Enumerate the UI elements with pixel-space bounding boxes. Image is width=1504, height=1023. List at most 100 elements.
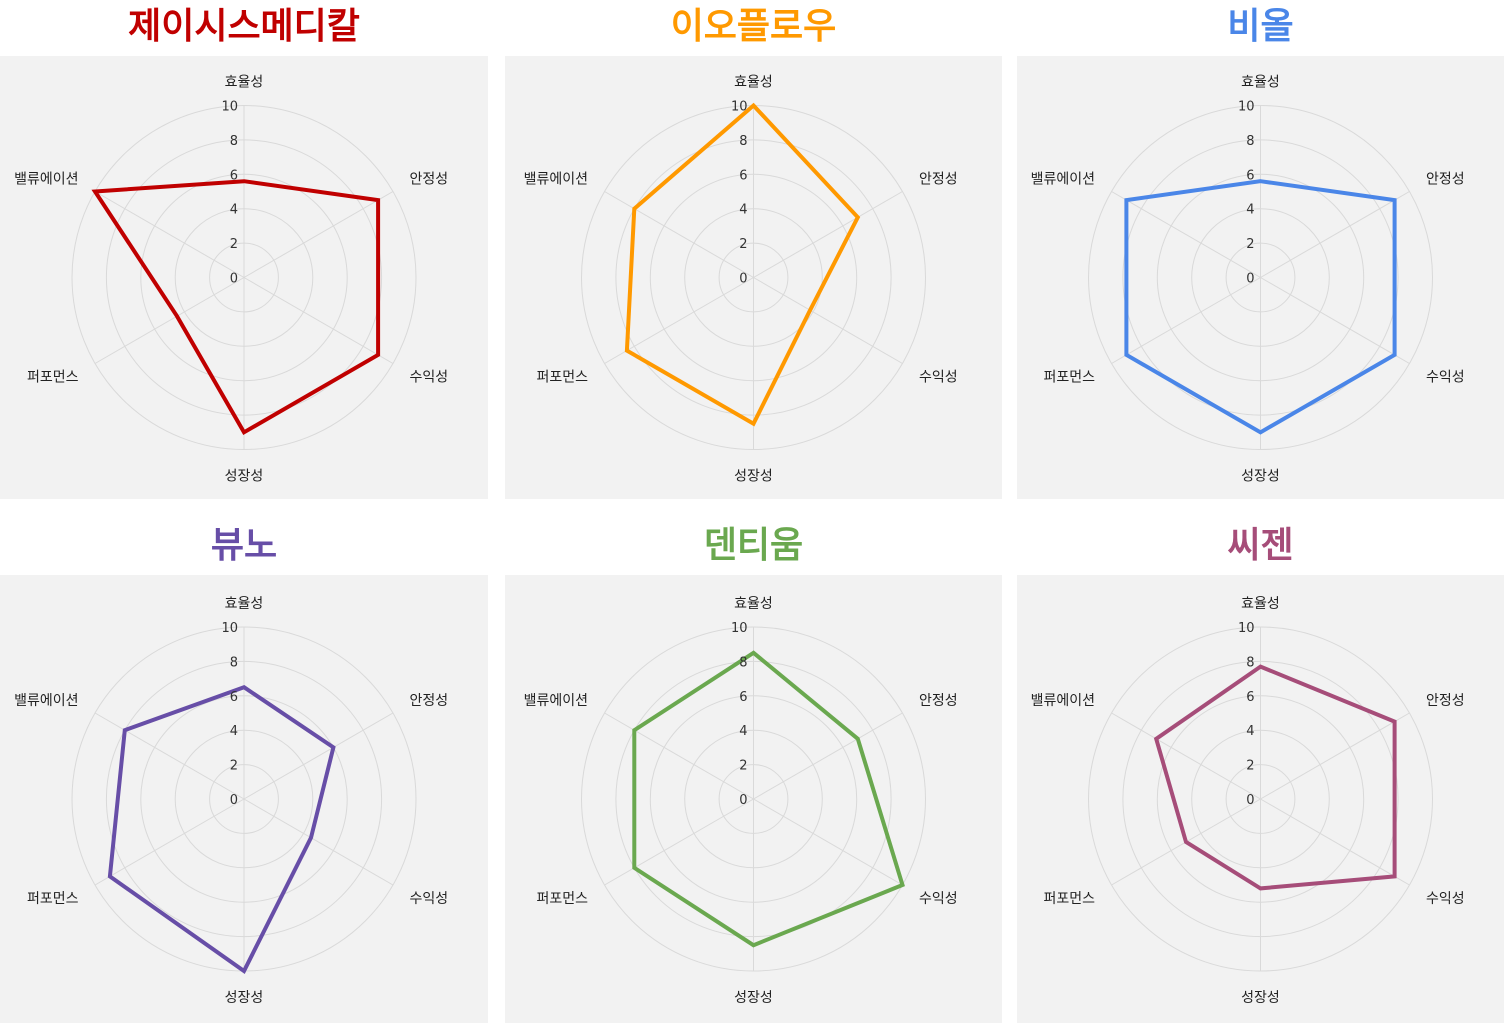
tick-label: 6 bbox=[739, 168, 747, 183]
chart-panel: 0 2 4 6 8 10 효율성 안정성 수익성 성장성 퍼포먼스 밸류에이션 bbox=[505, 56, 1002, 499]
tick-label: 10 bbox=[1238, 621, 1255, 636]
tick-label: 4 bbox=[1246, 724, 1254, 739]
chart-panel: 0 2 4 6 8 10 효율성 안정성 수익성 성장성 퍼포먼스 밸류에이션 bbox=[1017, 575, 1504, 1023]
axis-label: 효율성 bbox=[1241, 596, 1280, 612]
axis-spoke bbox=[604, 798, 754, 886]
axis-label: 수익성 bbox=[409, 891, 448, 907]
tick-label: 10 bbox=[1238, 100, 1255, 115]
tick-label: 8 bbox=[230, 655, 238, 670]
axis-label: 안정성 bbox=[1426, 172, 1465, 188]
axis-spoke bbox=[94, 277, 245, 364]
tick-label: 8 bbox=[230, 134, 238, 149]
axis-spoke bbox=[753, 191, 903, 278]
axis-label: 퍼포먼스 bbox=[536, 370, 588, 386]
tick-label: 6 bbox=[1246, 690, 1254, 705]
axis-label: 안정성 bbox=[409, 693, 448, 709]
axis-spoke bbox=[1260, 191, 1410, 278]
chart-title: 비올 bbox=[1227, 6, 1294, 47]
tick-label: 10 bbox=[731, 100, 748, 115]
axis-spoke bbox=[1260, 277, 1410, 364]
tick-label: 6 bbox=[1246, 168, 1254, 183]
chart-cell-5: 덴티움 0 2 4 6 8 10 효율성 안정성 수익성 성장성 퍼포먼스 밸류에이션 bbox=[505, 519, 1002, 1023]
chart-title: 뷰노 bbox=[210, 525, 278, 566]
tick-label: 8 bbox=[739, 134, 747, 149]
axis-spoke bbox=[1260, 798, 1410, 886]
axis-spoke bbox=[753, 277, 903, 364]
axis-label: 밸류에이션 bbox=[1031, 172, 1095, 188]
axis-label: 효율성 bbox=[225, 75, 264, 91]
chart-cell-2: 이오플로우 0 2 4 6 8 10 효율성 안정성 수익성 성장성 퍼포먼스 밸류에이션 bbox=[505, 0, 1002, 499]
tick-label: 6 bbox=[230, 690, 238, 705]
axis-label: 성장성 bbox=[1241, 469, 1280, 485]
tick-label: 6 bbox=[230, 168, 238, 183]
tick-label: 2 bbox=[739, 759, 747, 774]
tick-label: 10 bbox=[221, 621, 238, 636]
tick-label: 8 bbox=[1246, 655, 1254, 670]
tick-label: 8 bbox=[739, 655, 747, 670]
axis-spoke bbox=[1111, 712, 1261, 800]
axis-spoke bbox=[243, 712, 394, 800]
tick-label: 0 bbox=[230, 793, 238, 808]
axis-spoke bbox=[604, 191, 754, 278]
axis-label: 수익성 bbox=[409, 370, 448, 386]
tick-label: 4 bbox=[230, 203, 238, 218]
axis-label: 퍼포먼스 bbox=[27, 370, 79, 386]
chart-cell-4: 뷰노 0 2 4 6 8 10 효율성 안정성 수익성 성장성 퍼포먼스 밸류에이션 bbox=[0, 519, 488, 1023]
chart-cell-3: 비올 0 2 4 6 8 10 효율성 안정성 수익성 성장성 퍼포먼스 밸류에이션 bbox=[1017, 0, 1504, 499]
axis-label: 효율성 bbox=[734, 75, 773, 91]
series-polygon bbox=[1153, 664, 1397, 891]
tick-label: 10 bbox=[731, 621, 748, 636]
axis-label: 밸류에이션 bbox=[14, 172, 78, 188]
tick-label: 2 bbox=[230, 759, 238, 774]
tick-label: 0 bbox=[739, 272, 747, 287]
chart-cell-1: 제이시스메디칼 0 2 4 6 8 10 효율성 안정성 수익성 성장성 퍼포먼스 밸류에이션 bbox=[0, 0, 488, 499]
tick-label: 2 bbox=[739, 237, 747, 252]
chart-title: 덴티움 bbox=[703, 525, 804, 566]
axis-label: 성장성 bbox=[225, 469, 264, 485]
axis-spoke bbox=[94, 191, 245, 278]
tick-label: 4 bbox=[739, 203, 747, 218]
axis-spoke bbox=[243, 798, 394, 886]
chart-cell-6: 씨젠 0 2 4 6 8 10 효율성 안정성 수익성 성장성 퍼포먼스 밸류에이션 bbox=[1017, 519, 1504, 1023]
axis-spoke bbox=[94, 712, 245, 800]
tick-label: 2 bbox=[1246, 237, 1254, 252]
series-polygon bbox=[91, 179, 381, 436]
chart-title: 제이시스메디칼 bbox=[128, 6, 360, 47]
axis-label: 성장성 bbox=[734, 469, 773, 485]
axis-label: 수익성 bbox=[919, 891, 958, 907]
axis-label: 밸류에이션 bbox=[524, 172, 588, 188]
tick-label: 0 bbox=[230, 272, 238, 287]
axis-label: 밸류에이션 bbox=[524, 693, 588, 709]
axis-label: 성장성 bbox=[734, 990, 773, 1006]
axis-spoke bbox=[1111, 191, 1261, 278]
tick-label: 4 bbox=[739, 724, 747, 739]
axis-label: 퍼포먼스 bbox=[1043, 370, 1095, 386]
axis-label: 퍼포먼스 bbox=[1043, 891, 1095, 907]
axis-spoke bbox=[753, 712, 903, 800]
axis-label: 안정성 bbox=[919, 693, 958, 709]
axis-label: 밸류에이션 bbox=[14, 693, 78, 709]
axis-label: 수익성 bbox=[919, 370, 958, 386]
tick-label: 0 bbox=[739, 793, 747, 808]
axis-spoke bbox=[243, 191, 394, 278]
axis-label: 효율성 bbox=[1241, 75, 1280, 91]
axis-label: 퍼포먼스 bbox=[536, 891, 588, 907]
axis-label: 안정성 bbox=[409, 172, 448, 188]
axis-label: 밸류에이션 bbox=[1031, 693, 1095, 709]
tick-label: 0 bbox=[1246, 272, 1254, 287]
axis-label: 수익성 bbox=[1426, 370, 1465, 386]
axis-spoke bbox=[243, 277, 394, 364]
axis-label: 수익성 bbox=[1426, 891, 1465, 907]
axis-spoke bbox=[604, 277, 754, 364]
axis-spoke bbox=[94, 798, 245, 886]
tick-label: 8 bbox=[1246, 134, 1254, 149]
axis-spoke bbox=[1260, 712, 1410, 800]
chart-panel: 0 2 4 6 8 10 효율성 안정성 수익성 성장성 퍼포먼스 밸류에이션 bbox=[1017, 56, 1504, 499]
chart-panel: 0 2 4 6 8 10 효율성 안정성 수익성 성장성 퍼포먼스 밸류에이션 bbox=[505, 575, 1002, 1023]
